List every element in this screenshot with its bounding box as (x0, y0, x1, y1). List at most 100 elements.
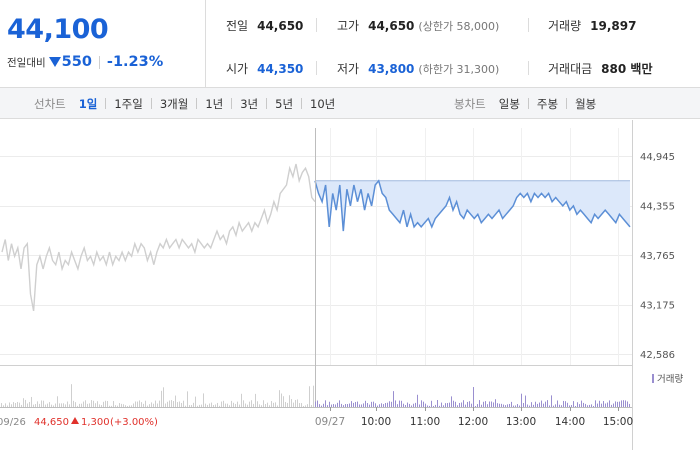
y-tick-label: 44,945 (640, 152, 675, 163)
volume-bar (433, 405, 434, 407)
volume-bar (21, 404, 22, 407)
volume-bar (69, 404, 70, 407)
tab-3-years[interactable]: 3년 (240, 96, 259, 111)
volume-bar (201, 404, 202, 407)
price-chart-svg[interactable]: 44,945 44,355 43,765 43,175 42,586 거래량 09/27 10… (0, 120, 700, 450)
volume-bar (245, 403, 246, 407)
volume-bar (353, 402, 354, 407)
volume-bar (283, 396, 284, 407)
divider (527, 98, 529, 109)
volume-bar (489, 401, 490, 407)
volume-bar (345, 404, 346, 407)
volume-bar (127, 405, 128, 407)
stat-value: 44,650 (368, 19, 415, 33)
change-value: 550 (61, 54, 92, 70)
volume-bar (555, 404, 556, 407)
volume-bar (609, 400, 610, 407)
change-row: 전일대비 550 -1.23% (7, 54, 163, 70)
volume-bar (233, 402, 234, 407)
volume-bar (415, 402, 416, 407)
volume-bar (323, 403, 324, 407)
volume-bar (77, 405, 78, 407)
tab-monthly-candle[interactable]: 월봉 (575, 96, 597, 111)
volume-bar (289, 395, 290, 407)
volume-bar (107, 401, 108, 407)
volume-bar (97, 401, 98, 407)
volume-bar (75, 402, 76, 407)
volume-bar (599, 400, 600, 407)
price-stats: 전일 44,650 고가 44,650 (상한가 58,000) 거래량 19,… (207, 0, 700, 88)
volume-bar (5, 403, 6, 407)
line-chart-label: 선차트 (34, 96, 66, 111)
volume-bar (315, 401, 316, 407)
volume-bar (549, 405, 550, 407)
volume-bar (581, 400, 582, 407)
volume-bar (159, 400, 160, 407)
volume-bar (507, 404, 508, 407)
volume-bar (457, 405, 458, 407)
volume-bar (319, 404, 320, 407)
volume-bar (139, 400, 140, 407)
tab-5-years[interactable]: 5년 (275, 96, 294, 111)
price-chart[interactable]: 44,945 44,355 43,765 43,175 42,586 거래량 09/27 10… (0, 120, 700, 450)
divider (98, 55, 100, 69)
volume-bar (469, 401, 470, 407)
volume-bar (253, 403, 254, 407)
volume-bar (243, 400, 244, 407)
volume-bar (223, 400, 224, 407)
volume-bar (247, 404, 248, 407)
volume-bar (237, 401, 238, 407)
volume-bar (199, 404, 200, 407)
tab-10-years[interactable]: 10년 (310, 96, 336, 111)
tab-1-day[interactable]: 1일 (78, 96, 98, 111)
volume-bar (377, 405, 378, 407)
volume-bar (121, 403, 122, 407)
volume-bar (431, 400, 432, 407)
volume-bar (363, 403, 364, 407)
volume-bar (65, 404, 66, 407)
volume-bar (379, 404, 380, 407)
volume-bar (11, 404, 12, 407)
volume-bar (385, 403, 386, 407)
volume-bar (417, 394, 418, 407)
tab-daily-candle[interactable]: 일봉 (498, 96, 520, 111)
stat-label: 저가 (337, 62, 360, 76)
volume-bar (295, 399, 296, 407)
volume-bar (497, 403, 498, 407)
volume-bar (211, 402, 212, 407)
volume-bar (269, 405, 270, 407)
volume-bar (151, 402, 152, 407)
tab-1-week[interactable]: 1주일 (114, 96, 143, 111)
volume-bar (67, 401, 68, 407)
volume-bar (311, 404, 312, 407)
volume-bar (361, 404, 362, 407)
volume-bar (23, 398, 24, 407)
up-triangle-icon (71, 417, 79, 424)
tab-1-year[interactable]: 1년 (205, 96, 224, 111)
volume-bar (477, 404, 478, 407)
tab-weekly-candle[interactable]: 주봉 (536, 96, 559, 111)
volume-bar (333, 404, 334, 407)
volume-bar (45, 404, 46, 407)
volume-bar (39, 403, 40, 407)
tab-3-months[interactable]: 3개월 (159, 96, 189, 111)
volume-bar (15, 403, 16, 407)
volume-bar (227, 403, 228, 407)
volume-bar (597, 403, 598, 407)
volume-bar (591, 404, 592, 407)
volume-bar (441, 402, 442, 407)
today-area (315, 180, 630, 232)
divider (105, 98, 107, 109)
volume-bar (133, 403, 134, 407)
divider (150, 98, 152, 109)
volume-bar (175, 395, 176, 407)
volume-bar (593, 405, 594, 407)
stat-label: 시가 (226, 62, 249, 76)
volume-bar (275, 402, 276, 407)
volume-bar (317, 400, 318, 407)
volume-bar (195, 396, 196, 407)
volume-bar (109, 405, 110, 407)
volume-bar (527, 404, 528, 407)
volume-bar (321, 405, 322, 407)
stat-value: 43,800 (368, 62, 415, 76)
